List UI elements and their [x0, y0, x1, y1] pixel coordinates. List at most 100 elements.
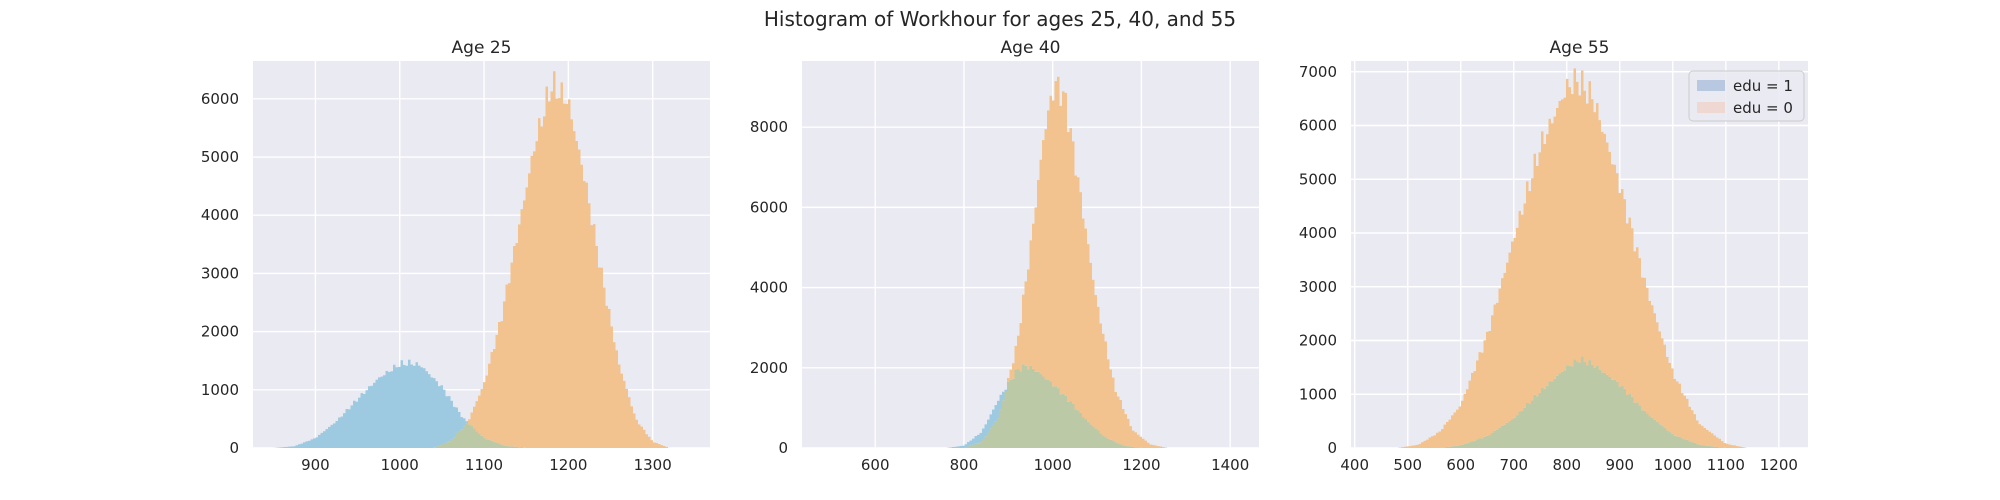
bar-overlap	[994, 421, 997, 448]
bar-edu-0	[660, 445, 663, 448]
bar-edu-0	[1493, 304, 1496, 431]
bar-edu-0	[1528, 191, 1531, 404]
bar-edu-1	[453, 406, 456, 438]
x-tick-label: 1000	[1654, 456, 1692, 474]
bar-overlap	[503, 445, 506, 448]
bar-edu-0	[1521, 214, 1524, 411]
bar-edu-0	[1516, 227, 1519, 416]
bar-overlap	[1711, 446, 1714, 448]
bar-edu-0	[1543, 143, 1546, 389]
bar-edu-0	[1668, 362, 1671, 433]
bar-edu-0	[583, 181, 586, 448]
bar-overlap	[458, 431, 461, 448]
bar-overlap	[1102, 435, 1105, 448]
bar-overlap	[1561, 371, 1564, 448]
bar-edu-0	[1513, 237, 1516, 418]
bar-overlap	[1688, 441, 1691, 448]
bar-edu-0	[1079, 192, 1082, 413]
bar-edu-1	[1004, 389, 1007, 393]
bar-overlap	[1037, 371, 1040, 448]
bar-edu-0	[1636, 247, 1639, 403]
bar-edu-0	[575, 140, 578, 448]
bar-edu-0	[508, 283, 511, 447]
y-tick-label: 6000	[750, 198, 788, 216]
bar-edu-0	[1142, 438, 1145, 448]
bar-overlap	[1488, 435, 1491, 448]
bar-overlap	[1593, 367, 1596, 448]
bar-edu-0	[1064, 92, 1067, 396]
bar-edu-1	[288, 446, 291, 448]
bar-edu-0	[1556, 107, 1559, 376]
bar-overlap	[1698, 444, 1701, 448]
bar-edu-0	[663, 445, 666, 448]
bar-edu-0	[1438, 431, 1441, 448]
bar-overlap	[1566, 365, 1569, 448]
bar-overlap	[1077, 410, 1080, 448]
bar-overlap	[1633, 402, 1636, 448]
bar-edu-0	[490, 352, 493, 441]
bar-edu-0	[1531, 178, 1534, 401]
bar-edu-1	[308, 440, 311, 448]
bar-overlap	[1606, 374, 1609, 448]
y-tick-label: 7000	[1299, 63, 1337, 81]
bar-edu-0	[628, 397, 631, 448]
bar-overlap	[1678, 436, 1681, 448]
bar-overlap	[518, 447, 521, 448]
bar-edu-1	[428, 374, 431, 448]
bar-edu-0	[1007, 377, 1010, 382]
bar-edu-1	[443, 389, 446, 444]
bar-edu-1	[403, 364, 406, 448]
bar-overlap	[1451, 446, 1454, 448]
x-tick-label: 400	[1340, 456, 1369, 474]
bar-edu-0	[580, 164, 583, 448]
bar-overlap	[999, 409, 1002, 448]
bar-edu-1	[982, 428, 985, 440]
bar-edu-0	[643, 429, 646, 448]
bar-edu-0	[1511, 241, 1514, 420]
bar-overlap	[1461, 444, 1464, 448]
bar-overlap	[1503, 424, 1506, 448]
bar-overlap	[493, 442, 496, 448]
bar-edu-0	[1137, 434, 1140, 448]
bar-overlap	[1024, 365, 1027, 448]
x-tick-label: 900	[301, 456, 330, 474]
bar-edu-1	[388, 371, 391, 448]
bar-overlap	[1668, 432, 1671, 448]
bar-edu-1	[423, 368, 426, 448]
y-tick-label: 6000	[1299, 117, 1337, 135]
bar-edu-0	[573, 131, 576, 448]
x-tick-label: 700	[1499, 456, 1528, 474]
bar-edu-1	[315, 437, 318, 448]
bar-edu-0	[1019, 323, 1022, 372]
legend: edu = 1 edu = 0	[1688, 70, 1805, 122]
bar-edu-0	[1413, 445, 1416, 448]
bar-edu-1	[415, 362, 418, 448]
bar-overlap	[1087, 421, 1090, 448]
bar-edu-0	[1139, 436, 1142, 448]
bar-edu-0	[665, 446, 668, 448]
bar-edu-0	[1721, 441, 1724, 448]
bar-edu-0	[1698, 424, 1701, 445]
bar-overlap	[468, 424, 471, 448]
bar-edu-0	[1518, 210, 1521, 412]
bar-edu-0	[553, 71, 556, 448]
bar-edu-0	[1122, 409, 1125, 446]
bar-overlap	[463, 426, 466, 448]
bar-edu-0	[1603, 133, 1606, 373]
bar-edu-0	[1144, 440, 1147, 448]
bar-edu-0	[1057, 76, 1060, 389]
bar-edu-0	[1581, 70, 1584, 357]
bar-overlap	[1498, 427, 1501, 448]
y-tick-label: 4000	[750, 279, 788, 297]
bar-overlap	[1578, 362, 1581, 448]
bar-edu-1	[323, 431, 326, 448]
bar-edu-1	[393, 364, 396, 448]
bar-edu-0	[653, 442, 656, 448]
bar-edu-0	[1077, 177, 1080, 411]
bar-overlap	[1518, 411, 1521, 448]
bar-edu-1	[293, 446, 296, 448]
bar-overlap	[1571, 366, 1574, 448]
bar-edu-0	[523, 200, 526, 448]
bar-overlap	[1643, 410, 1646, 448]
